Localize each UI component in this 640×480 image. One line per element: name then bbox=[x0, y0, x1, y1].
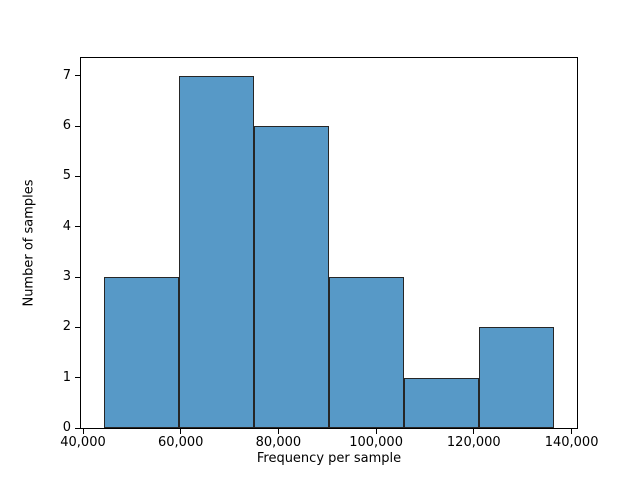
x-tick-label: 40,000 bbox=[60, 435, 106, 450]
y-axis-title: Number of samples bbox=[21, 179, 37, 307]
y-tick-mark bbox=[75, 75, 80, 77]
y-tick-mark bbox=[75, 226, 80, 228]
histogram-bar bbox=[253, 126, 329, 428]
histogram-bar bbox=[479, 327, 555, 428]
y-tick-label: 6 bbox=[62, 118, 71, 133]
histogram-bar bbox=[178, 75, 254, 428]
y-tick-label: 4 bbox=[62, 218, 71, 234]
x-tick-label: 80,000 bbox=[255, 435, 302, 450]
x-axis-title: Frequency per sample bbox=[256, 451, 402, 466]
x-tick-label: 120,000 bbox=[446, 435, 501, 450]
x-tick-label: 140,000 bbox=[544, 435, 599, 450]
y-tick-mark bbox=[75, 377, 80, 379]
y-tick-mark bbox=[75, 326, 80, 328]
y-tick-label: 7 bbox=[62, 67, 71, 83]
y-tick-label: 5 bbox=[62, 168, 71, 184]
x-tick-label: 100,000 bbox=[349, 435, 403, 450]
x-tick-label: 60,000 bbox=[157, 435, 204, 450]
y-tick-label: 3 bbox=[62, 269, 71, 284]
histogram-bar bbox=[404, 377, 480, 428]
y-tick-mark bbox=[75, 276, 80, 278]
y-tick-label: 1 bbox=[62, 369, 71, 385]
y-tick-mark bbox=[75, 427, 80, 429]
x-tick-mark bbox=[277, 429, 279, 434]
y-tick-mark bbox=[75, 125, 80, 127]
y-tick-label: 2 bbox=[62, 319, 71, 335]
y-tick-mark bbox=[75, 175, 80, 177]
y-tick-label: 0 bbox=[62, 420, 71, 435]
x-tick-mark bbox=[82, 429, 84, 434]
x-tick-mark bbox=[180, 429, 182, 434]
plot-bars-layer bbox=[81, 58, 577, 428]
x-tick-mark bbox=[571, 429, 573, 434]
plot-area bbox=[80, 57, 578, 429]
x-tick-mark bbox=[473, 429, 475, 434]
histogram-bar bbox=[103, 277, 179, 428]
histogram-bar bbox=[329, 277, 405, 428]
x-tick-mark bbox=[375, 429, 377, 434]
